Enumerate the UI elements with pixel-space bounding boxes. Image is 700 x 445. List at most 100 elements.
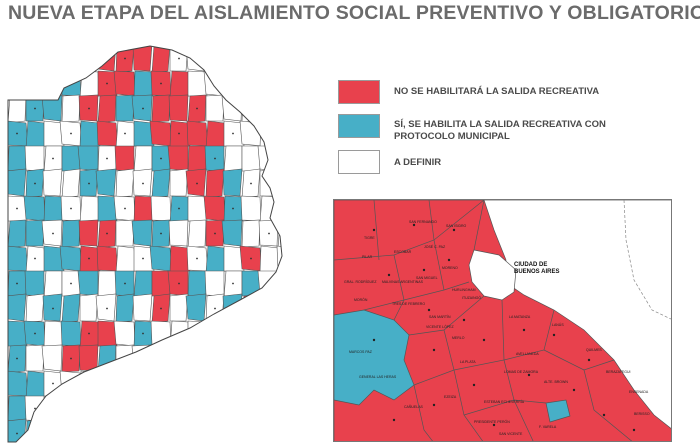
district-label: HURLINGHAM: [452, 288, 476, 292]
partido-region: [169, 320, 190, 349]
partido-region: [167, 145, 189, 172]
town-dot: [268, 307, 270, 310]
partido-region: [223, 70, 244, 98]
town-dot: [88, 107, 90, 110]
partido-region: [115, 370, 137, 399]
town-dot: [16, 132, 18, 135]
partido-region: [167, 270, 189, 297]
legend-swatch-red: [338, 80, 380, 104]
district-dot: [472, 383, 476, 387]
partido-region: [97, 344, 117, 374]
district-label: PILAR: [362, 255, 373, 259]
town-dot: [214, 232, 216, 235]
partido-region: [203, 195, 226, 222]
partido-region: [23, 70, 46, 97]
partido-region: [61, 219, 81, 248]
district-label: JOSÉ C. PAZ: [424, 245, 446, 249]
amba-inset-map: CIUDAD DE BUENOS AIRES TIGRE SAN FERNANDO S…: [333, 199, 672, 442]
partido-region: [132, 418, 153, 442]
town-dot: [160, 157, 162, 160]
partido-region: [97, 94, 117, 124]
district-dot: [587, 358, 591, 362]
partido-region: [259, 70, 280, 99]
legend-label-enabled: SÍ, SE HABILITA LA SALIDA RECREATIVA CON…: [394, 119, 606, 142]
partido-region: [149, 370, 173, 397]
district-label: LOMAS DE ZAMORA: [504, 370, 539, 374]
partido-region: [79, 195, 100, 224]
town-dot: [286, 208, 288, 210]
town-dot: [124, 432, 126, 435]
partido-region: [61, 395, 81, 422]
partido-region: [205, 168, 225, 198]
partido-region: [151, 395, 171, 422]
partido-region: [258, 344, 279, 372]
partido-region: [185, 168, 207, 197]
partido-region: [187, 270, 207, 298]
town-dot: [34, 257, 36, 260]
partido-region: [223, 370, 245, 397]
partido-region: [25, 344, 45, 372]
partido-region: [169, 70, 190, 99]
district-label: SAN ISIDRO: [446, 224, 467, 228]
partido-region: [241, 145, 261, 172]
partido-region: [241, 293, 261, 324]
town-dot: [250, 107, 252, 110]
town-dot: [214, 382, 216, 385]
partido-region: [97, 395, 117, 423]
district-border: [373, 200, 380, 261]
province-map: [7, 45, 288, 443]
partido-region: [185, 418, 207, 442]
water-boundary: [623, 200, 671, 320]
partido-region: [133, 395, 153, 424]
partido-region: [223, 270, 243, 299]
partido-region: [151, 46, 171, 74]
partido-region: [42, 293, 63, 322]
town-dot: [286, 133, 288, 135]
town-dot: [178, 282, 180, 285]
district-border: [334, 200, 485, 261]
district-label: VICENTE LÓPEZ: [426, 325, 454, 329]
partido-region: [169, 418, 189, 442]
partido-region: [276, 120, 282, 147]
partido-region: [222, 168, 243, 197]
district-label: PRESIDENTE PERÓN: [474, 420, 510, 424]
partido-region: [8, 145, 27, 173]
district-dot: [427, 308, 431, 312]
district-label: LA MATANZA: [509, 315, 531, 319]
partido-region: [169, 168, 189, 197]
partido-region: [79, 293, 99, 322]
district-label: SAN MARTÍN: [429, 315, 451, 319]
town-dot: [124, 132, 126, 135]
town-dot: [178, 432, 180, 435]
district-label: GRAL. RODRÍGUEZ: [344, 280, 377, 284]
partido-region: [43, 270, 63, 299]
district-dot: [387, 273, 391, 277]
district-label: ESTEBAN ECHEVERRÍA: [484, 400, 525, 404]
partido-region: [167, 395, 189, 422]
partido-region: [8, 94, 27, 124]
district-dot: [632, 428, 636, 432]
partido-region: [276, 370, 282, 397]
partido-region: [79, 370, 101, 398]
city-label-text: CIUDAD DE BUENOS AIRES: [514, 262, 560, 275]
town-dot: [286, 58, 288, 60]
district-label: CAÑUELAS: [404, 405, 423, 409]
town-dot: [52, 232, 54, 235]
district-label: F. VARELA: [539, 425, 557, 429]
district-border: [363, 289, 445, 311]
town-dot: [16, 207, 18, 210]
town-dot: [16, 432, 18, 435]
partido-region: [79, 168, 99, 197]
partido-region: [43, 70, 64, 98]
town-dot: [70, 357, 72, 360]
town-dot: [268, 82, 270, 85]
partido-region: [43, 195, 64, 223]
partido-region: [149, 120, 173, 147]
partido-region: [79, 46, 99, 72]
amba-inset-svg: [334, 200, 671, 441]
partido-region: [187, 344, 207, 374]
partido-region: [8, 395, 27, 423]
partido-region: [205, 245, 227, 274]
town-dot: [286, 358, 288, 360]
partido-region: [96, 120, 119, 147]
